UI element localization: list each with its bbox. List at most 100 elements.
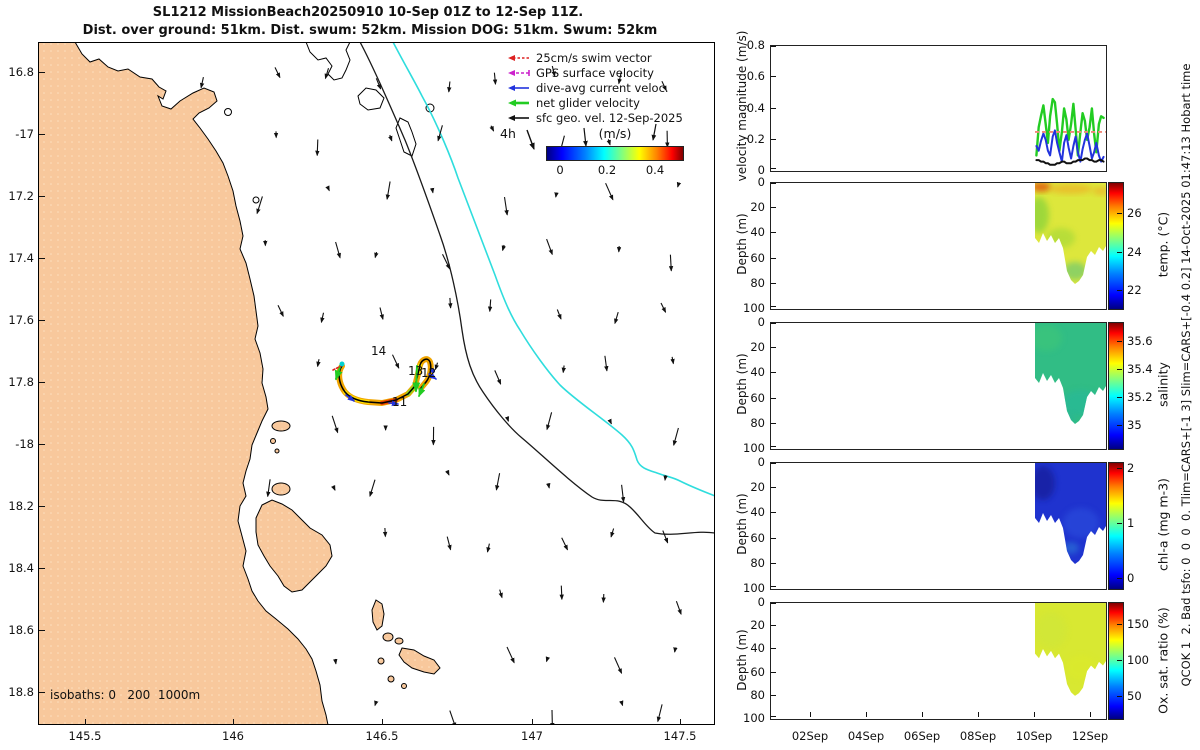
- salinity-colorbar: [1108, 322, 1124, 450]
- axis-tick-mark: [771, 538, 776, 539]
- axis-tick-mark: [771, 183, 776, 184]
- current-vector-arrow: [663, 475, 668, 482]
- current-vector-arrow: [619, 700, 624, 707]
- isobath-200m-line: [359, 42, 715, 535]
- map-lat-tick-label: 18.6: [8, 623, 34, 637]
- axis-tick-mark: [771, 306, 776, 307]
- velocity-series-line: [1035, 129, 1105, 163]
- map-lon-tick-label: 146.5: [365, 729, 399, 743]
- isobath-1000m-line: [392, 42, 715, 497]
- legend-label: 25cm/s swim vector: [536, 50, 652, 65]
- map-lat-tick-label: 17.6: [8, 313, 34, 327]
- net-glider-velocity-arrow-icon: [508, 99, 529, 106]
- track-day-label-14: 14: [371, 344, 387, 358]
- current-vector-arrow: [385, 181, 391, 201]
- axis-tick-mark: [771, 372, 776, 373]
- depth-tick-label: 0: [757, 175, 765, 189]
- current-vector-arrow: [277, 305, 284, 318]
- axis-tick-mark: [1117, 341, 1122, 342]
- current-vector-arrow: [429, 187, 435, 194]
- track-day-label-11: 11: [392, 395, 408, 409]
- axis-tick-mark: [771, 258, 776, 259]
- colorbar-tick-label: 0: [1127, 571, 1135, 585]
- legend-item-swim-vector: 25cm/s swim vector: [505, 50, 683, 65]
- axis-tick-mark: [1117, 213, 1122, 214]
- legend-item-dive-avg-current: dive-avg current veloc.: [505, 80, 683, 95]
- axis-tick-mark: [39, 134, 45, 135]
- axis-tick-mark: [1117, 468, 1122, 469]
- map-lon-tick-label: 146: [222, 729, 244, 743]
- current-vector-arrow: [673, 647, 678, 653]
- depth-tick-label: 60: [750, 391, 765, 405]
- mainland-polygon: [38, 42, 329, 725]
- chl-cbar-label: chl-a (mg m-3): [1155, 478, 1171, 571]
- axis-tick-mark: [810, 712, 811, 717]
- depth-tick-label: 80: [750, 556, 765, 570]
- current-vector-arrow: [379, 307, 384, 321]
- current-vector-arrow: [392, 354, 400, 369]
- axis-tick-mark: [771, 672, 776, 673]
- current-vector-arrow: [610, 528, 615, 538]
- current-arrow-field: [199, 65, 682, 725]
- sfc-geo-velocity-arrow-icon: [508, 114, 529, 121]
- current-vector-arrow: [331, 485, 336, 491]
- depth-tick-label: 0: [757, 455, 765, 469]
- legend-item-gps-velocity: GPS surface velocity: [505, 65, 683, 80]
- current-vector-arrow: [498, 589, 503, 599]
- axis-tick-mark: [39, 630, 45, 631]
- map-lat-tick-label: 17.4: [8, 251, 34, 265]
- swim-vector-arrow-icon: [508, 54, 529, 61]
- current-vector-arrow: [486, 543, 491, 553]
- axis-tick-mark: [39, 444, 45, 445]
- axis-tick-mark: [1117, 369, 1122, 370]
- depth-ylabel-oxygen: Depth (m): [735, 629, 749, 691]
- time-tick-label: 12Sep: [1071, 729, 1109, 743]
- hinchinbrook-island: [255, 499, 333, 593]
- dunk-island: [271, 420, 291, 432]
- map-lat-tick-label: 18.4: [8, 561, 34, 575]
- colorbar-tick-label: 35.2: [1127, 390, 1153, 404]
- axis-tick-mark: [771, 625, 776, 626]
- current-vector-arrow: [374, 251, 379, 259]
- current-vector-arrow: [442, 253, 451, 270]
- axis-tick-mark: [771, 512, 776, 513]
- axis-tick-mark: [39, 568, 45, 569]
- goold-island: [271, 482, 291, 496]
- legend-label: dive-avg current veloc.: [536, 80, 669, 95]
- depth-ylabel-salinity: Depth (m): [735, 353, 749, 415]
- reef-outlines: [224, 42, 435, 204]
- current-vector-arrow: [676, 181, 682, 188]
- axis-tick-mark: [771, 139, 776, 140]
- axis-tick-mark: [1034, 712, 1035, 717]
- current-vector-arrow: [561, 365, 566, 374]
- current-vector-arrow: [605, 182, 614, 201]
- depth-tick-label: 80: [750, 688, 765, 702]
- depth-tick-label: 0: [757, 595, 765, 609]
- legend-label: net glider velocity: [536, 95, 640, 110]
- current-vector-arrow: [546, 238, 553, 256]
- current-vector-arrow: [199, 76, 205, 89]
- axis-tick-mark: [771, 463, 776, 464]
- oxygen-section-plot: [1035, 603, 1106, 696]
- current-vector-arrow: [506, 646, 515, 664]
- colorbar-tick-label: 35.4: [1127, 362, 1153, 376]
- axis-tick-mark: [39, 258, 45, 259]
- time-tick-label: 02Sep: [791, 729, 829, 743]
- depth-tick-label: 20: [750, 480, 765, 494]
- axis-tick-mark: [233, 719, 234, 725]
- current-vector-arrow: [504, 416, 510, 422]
- temp-section-plot: [1035, 183, 1106, 284]
- field-arrow: [583, 127, 588, 147]
- axis-tick-mark: [1117, 397, 1122, 398]
- velocity-y-tick-label: 0.8: [746, 38, 765, 52]
- colorbar-tick-label: 35: [1127, 418, 1142, 432]
- chl-section-plot: [1035, 463, 1106, 564]
- map-lat-tick-label: 18.8: [8, 685, 34, 699]
- axis-tick-mark: [771, 347, 776, 348]
- axis-tick-mark: [39, 196, 45, 197]
- current-vector-arrow: [256, 196, 263, 215]
- time-tick-label: 10Sep: [1015, 729, 1053, 743]
- current-vector-arrow: [315, 139, 320, 157]
- current-vector-arrow: [668, 254, 674, 272]
- velocity-y-tick-label: 0.2: [746, 132, 765, 146]
